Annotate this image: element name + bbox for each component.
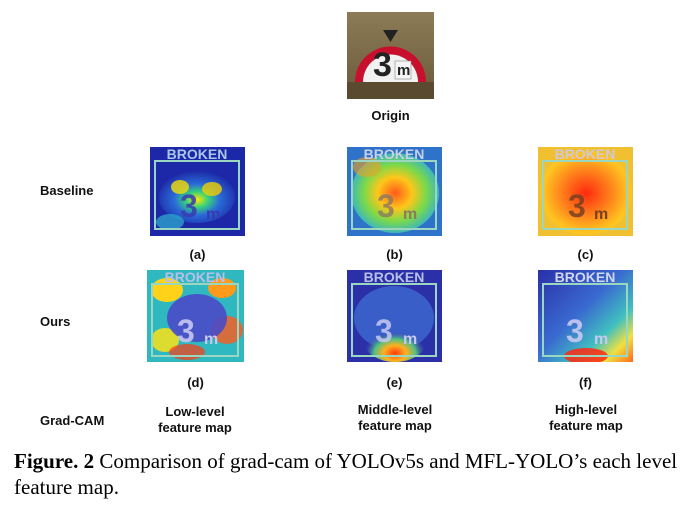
- panel-c-unit: m: [594, 206, 608, 223]
- heatmap-panel-a: BROKEN 3 m: [150, 147, 245, 236]
- level-label-low-line1: Low-level: [165, 404, 225, 419]
- panel-e-broken-text: BROKEN: [364, 270, 425, 285]
- level-label-low: Low-level feature map: [135, 404, 255, 436]
- level-label-middle-line2: feature map: [358, 418, 432, 433]
- row-label-gradcam: Grad-CAM: [40, 413, 105, 428]
- panel-label-a: (a): [189, 247, 206, 262]
- level-label-middle: Middle-level feature map: [335, 402, 455, 434]
- origin-label: Origin: [371, 108, 410, 123]
- panel-label-b: (b): [386, 247, 403, 262]
- figure-caption: Figure. 2 Comparison of grad-cam of YOLO…: [14, 448, 686, 500]
- panel-a-unit: m: [206, 206, 220, 223]
- row-label-baseline: Baseline: [40, 183, 94, 198]
- level-label-high-line1: High-level: [554, 402, 618, 417]
- level-label-low-line2: feature map: [158, 420, 232, 435]
- panel-e-number: 3: [375, 313, 393, 349]
- heatmap-panel-e: BROKEN 3 m: [347, 270, 442, 362]
- figure-caption-text: Comparison of grad-cam of YOLOv5s and MF…: [14, 449, 678, 499]
- heatmap-panel-c: BROKEN 3 m: [538, 147, 633, 236]
- panel-f-number: 3: [566, 313, 584, 349]
- panel-c-broken-text: BROKEN: [555, 147, 616, 162]
- level-label-high: High-level feature map: [526, 402, 646, 434]
- panel-d-unit: m: [204, 331, 218, 348]
- origin-image: 3 m: [347, 12, 434, 99]
- panel-d-broken-text: BROKEN: [165, 270, 226, 285]
- heatmap-panel-f: BROKEN 3 m: [538, 270, 633, 362]
- panel-e-unit: m: [403, 331, 417, 348]
- heatmap-panel-b: BROKEN 3 m: [347, 147, 442, 236]
- panel-label-e: (e): [386, 375, 403, 390]
- panel-label-f: (f): [579, 375, 592, 390]
- row-label-ours: Ours: [40, 314, 71, 329]
- level-label-high-line2: feature map: [549, 418, 623, 433]
- panel-b-broken-text: BROKEN: [364, 147, 425, 162]
- panel-d-number: 3: [177, 313, 195, 349]
- panel-a-number: 3: [180, 188, 198, 224]
- panel-a-broken-text: BROKEN: [167, 147, 228, 162]
- level-label-middle-line1: Middle-level: [357, 402, 433, 417]
- heatmap-panel-d: BROKEN 3 m: [147, 270, 244, 362]
- panel-f-broken-text: BROKEN: [555, 270, 616, 285]
- panel-b-number: 3: [377, 188, 395, 224]
- panel-label-c: (c): [577, 247, 594, 262]
- panel-f-unit: m: [594, 331, 608, 348]
- panel-b-unit: m: [403, 206, 417, 223]
- figure-number: Figure. 2: [14, 449, 95, 473]
- sign-unit: m: [397, 62, 410, 79]
- sign-number: 3: [373, 46, 392, 84]
- panel-label-d: (d): [187, 375, 204, 390]
- panel-c-number: 3: [568, 188, 586, 224]
